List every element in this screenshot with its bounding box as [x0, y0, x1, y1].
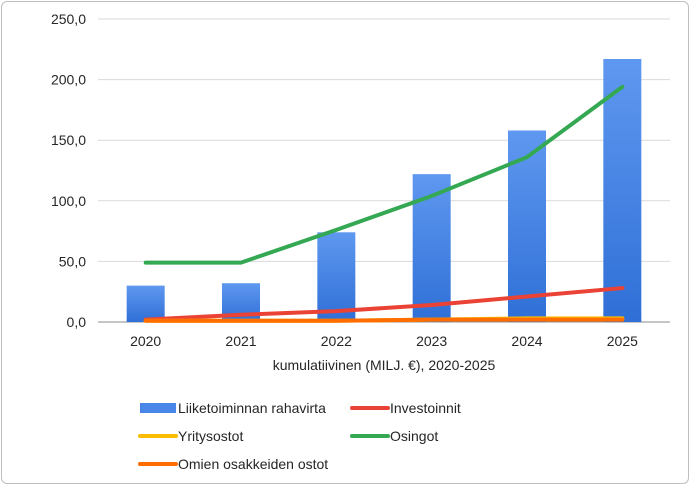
legend-label: Omien osakkeiden ostot [178, 456, 328, 472]
legend-label: Liiketoiminnan rahavirta [178, 400, 326, 416]
y-tick-label: 250,0 [51, 11, 86, 27]
legend-label: Yritysostot [178, 428, 243, 444]
legend-label: Osingot [390, 428, 438, 444]
legend-swatch [140, 403, 176, 413]
legend-label: Investoinnit [390, 400, 461, 416]
x-tick-label: 2025 [607, 333, 638, 349]
x-tick-label: 2022 [321, 333, 352, 349]
bar-series [126, 58, 642, 322]
grid-lines [98, 18, 670, 323]
x-tick-label: 2024 [511, 333, 542, 349]
y-tick-label: 200,0 [51, 72, 86, 88]
y-tick-label: 50,0 [59, 253, 86, 269]
y-tick-label: 150,0 [51, 132, 86, 148]
bar [126, 285, 165, 322]
y-tick-label: 0,0 [67, 314, 87, 330]
y-tick-label: 100,0 [51, 193, 86, 209]
line-series [143, 84, 625, 323]
x-axis-label: kumulatiivinen (MILJ. €), 2020-2025 [273, 357, 496, 373]
y-tick-labels: 0,0 50,0 100,0 150,0 200,0 250,0 [51, 11, 86, 330]
bar [317, 232, 356, 322]
x-tick-label: 2023 [416, 333, 447, 349]
x-tick-labels: 2020 2021 2022 2023 2024 2025 [130, 333, 638, 349]
bar [603, 58, 642, 322]
legend: Liiketoiminnan rahavirta Investoinnit Yrit… [138, 400, 461, 472]
series-line [143, 286, 625, 322]
series-line [143, 317, 625, 323]
series-line [143, 84, 625, 265]
x-tick-label: 2020 [130, 333, 161, 349]
x-tick-label: 2021 [225, 333, 256, 349]
